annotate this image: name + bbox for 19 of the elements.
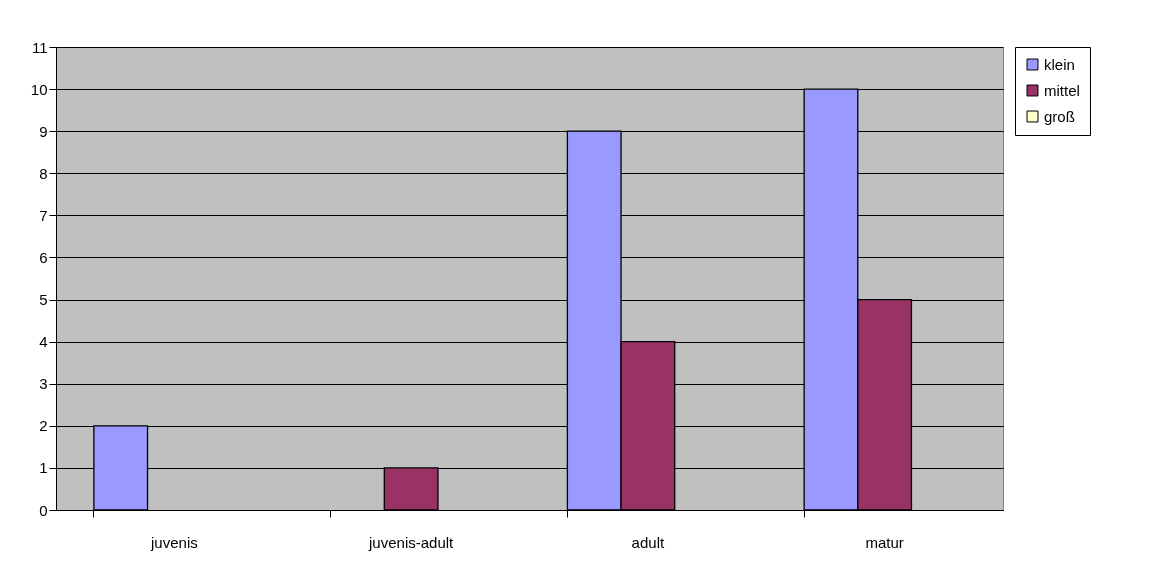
x-tick-label: juvenis bbox=[150, 533, 198, 551]
y-tick-label: 10 bbox=[30, 80, 48, 98]
y-tick-label: 1 bbox=[39, 459, 48, 477]
y-tick-label: 0 bbox=[39, 501, 48, 519]
x-tick-label: matur bbox=[865, 533, 904, 551]
y-tick-label: 9 bbox=[39, 122, 48, 140]
y-tick-label: 11 bbox=[31, 38, 48, 56]
x-tick-label: adult bbox=[631, 533, 665, 551]
y-tick-label: 6 bbox=[39, 248, 48, 266]
legend-label: mittel bbox=[1044, 81, 1080, 99]
y-tick-label: 3 bbox=[39, 375, 48, 393]
y-tick-label: 2 bbox=[39, 417, 48, 435]
y-tick-label: 5 bbox=[39, 291, 48, 309]
legend-label: groß bbox=[1044, 107, 1075, 125]
y-tick-label: 7 bbox=[39, 206, 48, 224]
y-tick-label: 4 bbox=[39, 333, 48, 351]
y-tick-label: 8 bbox=[39, 164, 48, 182]
legend-label: klein bbox=[1044, 55, 1075, 73]
x-tick-label: juvenis-adult bbox=[368, 533, 455, 551]
